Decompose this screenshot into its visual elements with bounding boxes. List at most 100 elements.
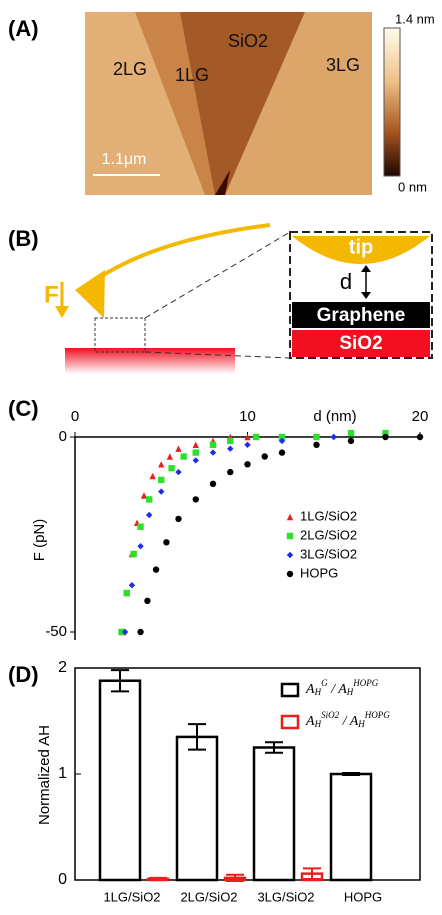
legend-label: AHSiO2 / AHHOPG [305, 710, 390, 729]
point [244, 441, 251, 448]
point [347, 437, 355, 445]
panel-label: (A) [8, 16, 39, 41]
point [286, 570, 294, 578]
colorbar-max: 1.4 nm [395, 11, 435, 26]
point [313, 441, 320, 448]
point [130, 550, 137, 558]
bar [175, 735, 219, 882]
point [137, 523, 144, 530]
point [145, 511, 153, 519]
point [244, 461, 251, 468]
point [137, 543, 144, 550]
error-bar [149, 876, 167, 881]
y-tick-label: 0 [58, 871, 67, 888]
point [175, 468, 182, 476]
point [209, 480, 217, 487]
layer-label: SiO2 [339, 333, 382, 354]
tip-label: tip [349, 236, 373, 258]
panel-label: (D) [8, 662, 39, 687]
legend-part: SiO2 [321, 710, 340, 720]
point [209, 441, 217, 448]
x-tick-label: HOPG [344, 889, 382, 904]
point [278, 449, 286, 456]
y-axis-label: F (pN) [31, 519, 48, 562]
colorbar [383, 27, 401, 177]
region-label: 2LG [113, 59, 147, 79]
point [145, 496, 153, 503]
point [313, 433, 320, 441]
y-tick-label: 1 [58, 765, 67, 782]
point [180, 453, 187, 460]
point [144, 597, 151, 604]
legend-part: G [321, 678, 328, 688]
legend-swatch [280, 682, 300, 698]
bar [329, 772, 373, 882]
point [382, 433, 389, 441]
point [261, 453, 268, 460]
region-label: 3LG [326, 55, 360, 75]
point [158, 476, 165, 484]
point [137, 628, 144, 636]
error-bar [265, 741, 283, 754]
error-bar [226, 873, 244, 883]
point [286, 532, 294, 540]
x-tick-label: 20 [412, 408, 429, 425]
x-tick-label: 1LG/SiO2 [103, 889, 160, 904]
legend-label: AHG / AHHOPG [305, 678, 379, 697]
region-label: SiO2 [228, 31, 268, 51]
point [192, 449, 199, 456]
point [227, 437, 234, 445]
y-tick-label: 0 [59, 428, 67, 445]
point [152, 566, 160, 573]
point [158, 488, 165, 495]
legend-part: A [305, 682, 315, 697]
legend-swatch [280, 714, 300, 730]
point [175, 445, 182, 452]
legend-part: H [314, 687, 322, 697]
legend-part: HOPG [352, 678, 378, 688]
gap-label: d [340, 269, 352, 294]
point [192, 496, 199, 503]
legend-part: H [314, 719, 322, 729]
point [163, 539, 170, 546]
point [128, 582, 136, 589]
point [209, 449, 217, 456]
panel-label: (C) [8, 396, 39, 421]
legend-label: HOPG [300, 565, 338, 580]
point [286, 513, 294, 521]
legend-label: 2LG/SiO2 [300, 527, 357, 542]
point [121, 628, 129, 636]
point [118, 628, 125, 636]
point [286, 551, 294, 559]
legend-part: A [305, 714, 315, 729]
legend-part: H [346, 687, 354, 697]
error-bar [188, 723, 206, 751]
point [158, 461, 165, 468]
point [416, 433, 424, 441]
x-tick-label: 10 [239, 408, 256, 425]
point [227, 468, 234, 476]
point [192, 457, 199, 464]
legend-part: HOPG [364, 710, 390, 720]
chart-d: 0 1 2 Normalized AH 1LG/SiO2 2LG/SiO2 3LG/SiO2… [36, 659, 421, 904]
point [192, 441, 199, 448]
layer-label: Graphene [317, 305, 406, 326]
x-tick-label: 0 [71, 408, 79, 425]
point [278, 433, 286, 441]
point [252, 433, 260, 441]
bar [98, 679, 142, 882]
panel-label: (B) [8, 226, 39, 251]
point [382, 429, 389, 437]
scale-bar: 1.1μm [102, 151, 147, 168]
point [244, 433, 251, 441]
force-label: F [44, 281, 59, 308]
point [347, 429, 355, 437]
point [149, 472, 156, 480]
legend-part: H [357, 719, 365, 729]
point [166, 453, 174, 460]
region-label: 1LG [175, 65, 209, 85]
x-tick-label: 2LG/SiO2 [180, 889, 237, 904]
legend-label: 3LG/SiO2 [300, 546, 357, 561]
point [278, 437, 286, 445]
